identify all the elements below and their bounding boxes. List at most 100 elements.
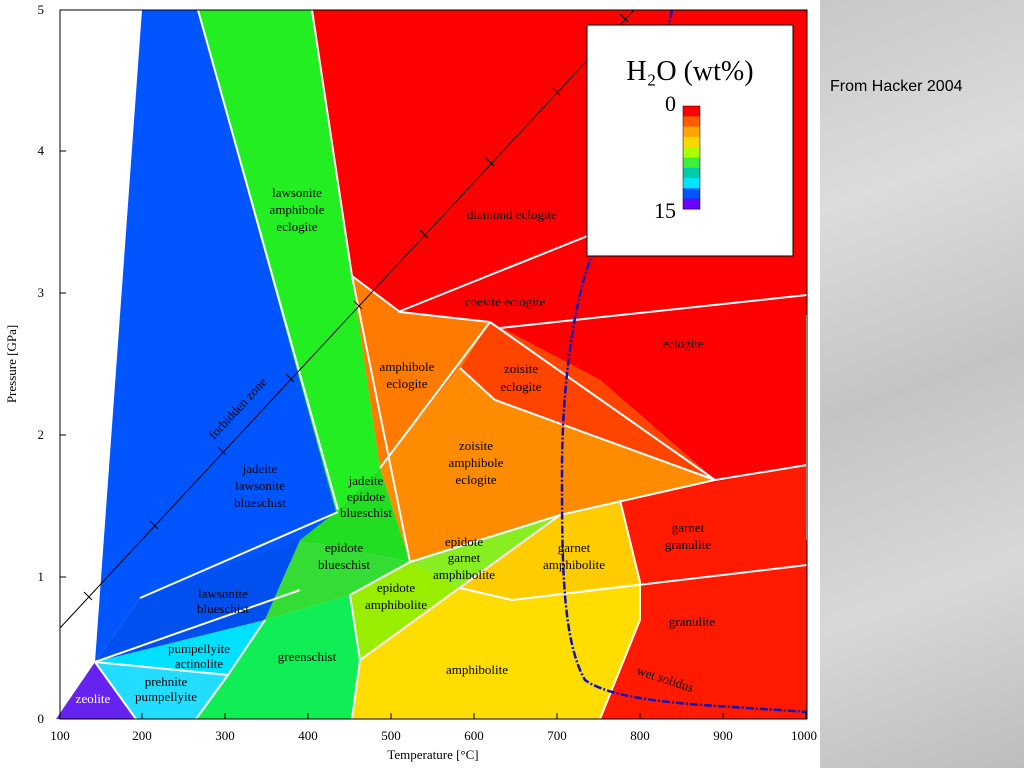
y-tick-label: 3 (38, 285, 45, 300)
facies-label: pumpellyite (135, 689, 197, 704)
region-zoisite-eclogite (460, 322, 715, 480)
region-pumpellyite-actinolite (95, 620, 265, 675)
x-axis (59, 713, 807, 719)
facies-label: zoisite (459, 438, 493, 453)
x-tick-label: 800 (630, 728, 650, 743)
facies-label: eclogite (500, 379, 541, 394)
region-zeolite (56, 662, 136, 719)
plot-frame (59, 9, 808, 720)
facies-label: epidote (325, 540, 363, 555)
facies-label: epidote (347, 489, 385, 504)
legend-swatch (683, 106, 700, 117)
facies-label: eclogite (662, 336, 703, 351)
region-greenschist (196, 595, 360, 719)
facies-label: garnet (558, 540, 591, 555)
legend: H₂O (wt%) 0 15 (586, 24, 794, 257)
x-tick-label: 400 (298, 728, 318, 743)
region-zoisite-amphibole-eclogite (380, 368, 715, 562)
x-tick-label: 600 (464, 728, 484, 743)
y-tick-label: 2 (38, 427, 45, 442)
facies-label: epidote (445, 534, 483, 549)
legend-colorbar (683, 106, 700, 210)
facies-label: actinolite (175, 656, 224, 671)
facies-label: jadeite (242, 461, 278, 476)
facies-label: blueschist (340, 505, 392, 520)
facies-label: eclogite (386, 376, 427, 391)
facies-label: amphibolite (433, 567, 495, 582)
legend-swatch (683, 136, 700, 148)
legend-swatch (683, 188, 700, 200)
x-axis-title: Temperature [°C] (387, 747, 478, 762)
region-epidote-blueschist (265, 540, 410, 620)
x-tick-label: 700 (547, 728, 567, 743)
x-tick-label: 100 (50, 728, 70, 743)
source-credit: From Hacker 2004 (830, 78, 963, 95)
y-axis-title: Pressure [GPa] (4, 325, 19, 403)
facies-label: amphibolite (365, 597, 427, 612)
legend-swatch (683, 126, 700, 138)
facies-regions (56, 10, 807, 719)
x-tick-labels: 100 200 300 400 500 600 700 800 900 1000 (50, 728, 817, 743)
y-axis (60, 9, 66, 720)
region-lawsonite-amphibole-eclogite (198, 10, 380, 512)
x-tick-label: 200 (132, 728, 152, 743)
facies-label: eclogite (455, 472, 496, 487)
facies-label: diamond eclogite (467, 207, 557, 222)
region-granulite (600, 465, 807, 719)
facies-label: garnet (672, 520, 705, 535)
background-texture-panel (820, 0, 1024, 768)
facies-label: zoisite (504, 361, 538, 376)
facies-label: blueschist (318, 557, 370, 572)
legend-swatch (683, 147, 700, 158)
facies-label: eclogite (276, 219, 317, 234)
facies-label: amphibole (449, 455, 504, 470)
facies-label: greenschist (278, 649, 337, 664)
metamorphic-facies-diagram: forbidden zone wet solidus 100 200 300 4… (4, 2, 817, 762)
facies-boundaries (94, 9, 808, 720)
facies-label: amphibolite (543, 557, 605, 572)
facies-label: blueschist (234, 495, 286, 510)
legend-swatch (683, 116, 700, 128)
x-tick-label: 1000 (791, 728, 817, 743)
y-tick-labels: 0 1 2 3 4 5 (38, 2, 45, 726)
legend-title: H₂O (wt%) (626, 56, 753, 87)
legend-swatch (683, 178, 700, 189)
region-lawsonite-blueschist (95, 540, 300, 662)
region-prehnite-pumpellyite (95, 662, 228, 719)
facies-label: jadeite (348, 473, 384, 488)
facies-label: pumpellyite (168, 641, 230, 656)
region-epidote-amphibolite (350, 562, 460, 660)
facies-label: prehnite (145, 674, 188, 689)
region-garnet-amphibolite (460, 500, 640, 600)
legend-max-label: 15 (654, 198, 676, 223)
legend-swatch (683, 157, 700, 169)
facies-label: amphibole (270, 202, 325, 217)
y-tick-label: 5 (38, 2, 45, 17)
facies-label: lawsonite (198, 586, 248, 601)
facies-label: blueschist (197, 601, 249, 616)
facies-labels: zeolite prehnite pumpellyite pumpellyite… (76, 185, 716, 706)
y-tick-label: 0 (38, 711, 45, 726)
region-jadeite-lawsonite-blueschist (95, 10, 338, 662)
facies-label: zeolite (76, 691, 111, 706)
facies-label: coesite eclogite (465, 294, 546, 309)
region-jadeite-epidote-blueschist (300, 468, 410, 562)
legend-swatch (683, 198, 700, 210)
facies-label: lawsonite (235, 478, 285, 493)
x-tick-label: 900 (713, 728, 733, 743)
facies-label: granulite (665, 537, 711, 552)
legend-swatch (683, 167, 700, 179)
x-tick-label: 500 (381, 728, 401, 743)
y-tick-label: 1 (38, 569, 45, 584)
y-tick-label: 4 (38, 143, 45, 158)
facies-label: lawsonite (272, 185, 322, 200)
legend-min-label: 0 (665, 91, 676, 116)
region-epidote-garnet-amphibolite (410, 515, 560, 588)
facies-label: garnet (448, 550, 481, 565)
facies-label: amphibole (380, 359, 435, 374)
facies-label: amphibolite (446, 662, 508, 677)
legend-colorbar-frame (682, 105, 701, 210)
facies-label: epidote (377, 580, 415, 595)
x-tick-label: 300 (215, 728, 235, 743)
facies-label: granulite (669, 614, 715, 629)
